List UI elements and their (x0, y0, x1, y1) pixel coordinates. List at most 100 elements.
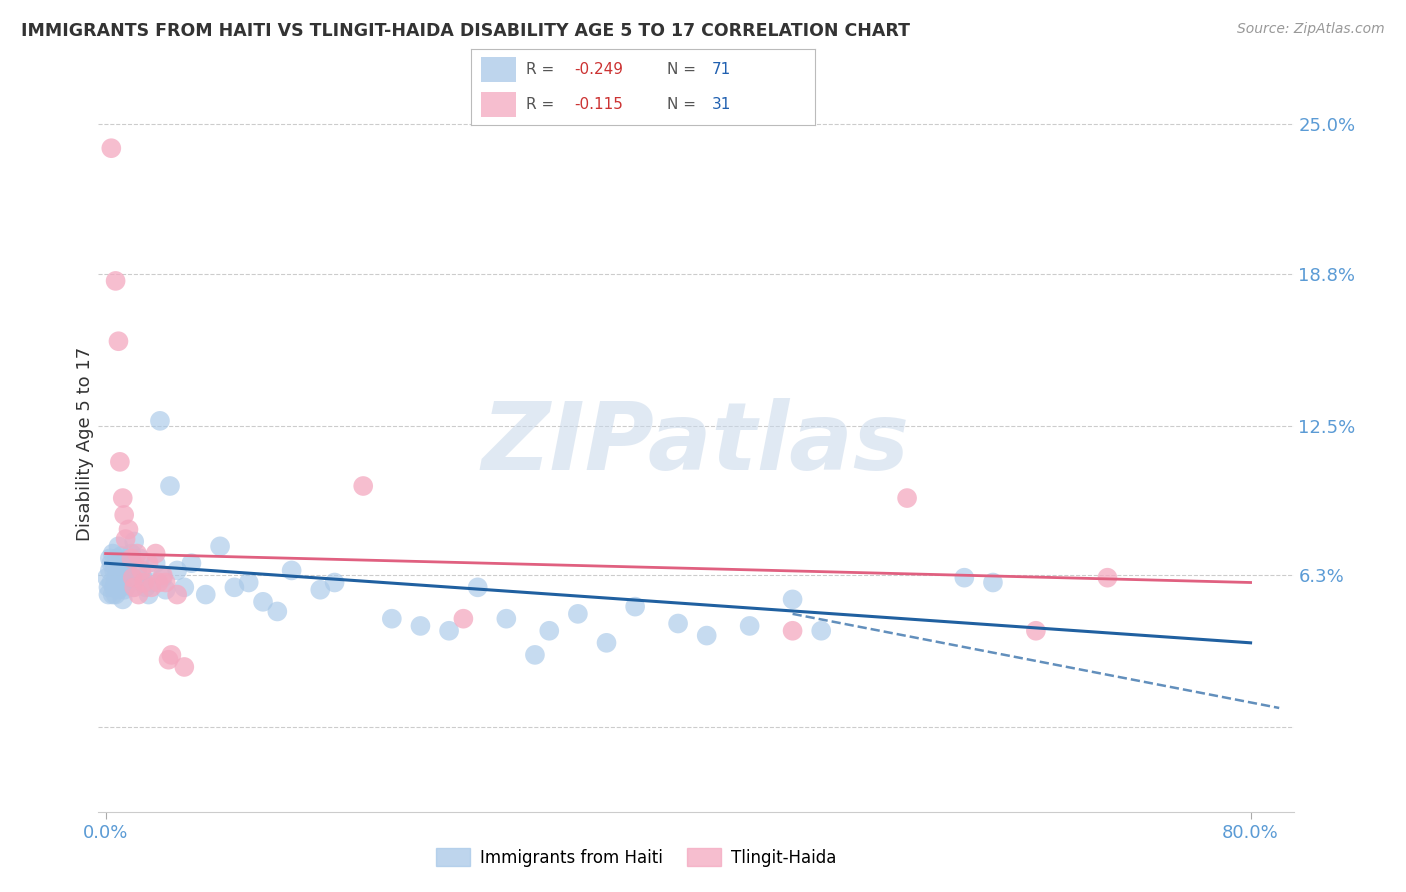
Point (173, 660, 195, 674)
Point (309, 582, 332, 597)
Text: IMMIGRANTS FROM HAITI VS TLINGIT-HAIDA DISABILITY AGE 5 TO 17 CORRELATION CHART: IMMIGRANTS FROM HAITI VS TLINGIT-HAIDA D… (21, 22, 910, 40)
Point (138, 556, 160, 570)
Point (120, 547, 142, 561)
Point (810, 624, 832, 638)
Point (107, 334, 129, 349)
Point (108, 571, 131, 585)
Point (100, 556, 122, 570)
Point (141, 580, 163, 594)
Point (134, 575, 156, 590)
Text: R =: R = (526, 62, 554, 77)
Point (118, 568, 141, 582)
Point (115, 578, 138, 592)
Point (352, 479, 374, 493)
Point (523, 648, 546, 662)
Point (453, 612, 475, 626)
Legend: Immigrants from Haiti, Tlingit-Haida: Immigrants from Haiti, Tlingit-Haida (430, 842, 842, 873)
FancyBboxPatch shape (481, 57, 516, 82)
Point (100, 575, 122, 590)
Point (111, 592, 134, 607)
Point (180, 556, 202, 570)
Point (104, 588, 127, 602)
Point (98, 564, 121, 578)
Point (111, 491, 134, 505)
Point (108, 455, 131, 469)
Point (166, 588, 188, 602)
Point (132, 571, 155, 585)
Point (138, 588, 160, 602)
Point (125, 564, 148, 578)
Point (173, 580, 195, 594)
Point (157, 653, 180, 667)
Point (96, 571, 118, 585)
Point (107, 539, 129, 553)
Point (155, 582, 177, 597)
Point (122, 580, 145, 594)
Point (194, 588, 217, 602)
Point (145, 547, 167, 561)
Point (101, 588, 124, 602)
Point (112, 508, 135, 522)
Point (567, 607, 589, 621)
Point (1025, 624, 1047, 638)
Point (624, 599, 647, 614)
Point (100, 141, 122, 155)
Point (103, 580, 125, 594)
Point (103, 564, 125, 578)
Text: Source: ZipAtlas.com: Source: ZipAtlas.com (1237, 22, 1385, 37)
Point (409, 619, 432, 633)
Point (252, 595, 274, 609)
Point (105, 568, 128, 582)
Point (98, 551, 121, 566)
Point (120, 551, 142, 566)
Point (209, 539, 232, 553)
Point (696, 629, 718, 643)
Point (981, 575, 1004, 590)
Point (381, 612, 404, 626)
FancyBboxPatch shape (481, 92, 516, 118)
Point (738, 619, 761, 633)
Point (122, 534, 145, 549)
Point (111, 575, 134, 590)
Point (280, 564, 302, 578)
Point (238, 575, 260, 590)
Point (97, 580, 120, 594)
Point (495, 612, 517, 626)
Point (953, 571, 976, 585)
Point (110, 549, 132, 563)
Text: ZIPatlas: ZIPatlas (482, 398, 910, 490)
Text: R =: R = (526, 97, 554, 112)
Text: 31: 31 (713, 97, 731, 112)
Point (131, 564, 153, 578)
Point (145, 556, 167, 570)
Point (224, 580, 246, 594)
Point (101, 547, 124, 561)
Point (437, 624, 460, 638)
Point (110, 561, 132, 575)
Point (160, 648, 183, 662)
Point (125, 547, 148, 561)
Point (149, 414, 172, 428)
Point (155, 575, 177, 590)
Point (538, 624, 561, 638)
Point (148, 575, 170, 590)
Point (1097, 571, 1119, 585)
Point (105, 551, 128, 566)
Text: -0.115: -0.115 (575, 97, 623, 112)
Text: N =: N = (668, 97, 696, 112)
Point (121, 571, 143, 585)
Point (323, 575, 346, 590)
Point (152, 571, 174, 585)
Point (104, 575, 127, 590)
Point (166, 564, 188, 578)
Point (152, 568, 174, 582)
Text: 71: 71 (713, 62, 731, 77)
Point (896, 491, 918, 505)
Point (112, 582, 135, 597)
Point (666, 616, 689, 631)
Point (467, 580, 489, 594)
Text: N =: N = (668, 62, 696, 77)
Point (135, 580, 157, 594)
Point (128, 588, 150, 602)
Point (782, 624, 804, 638)
